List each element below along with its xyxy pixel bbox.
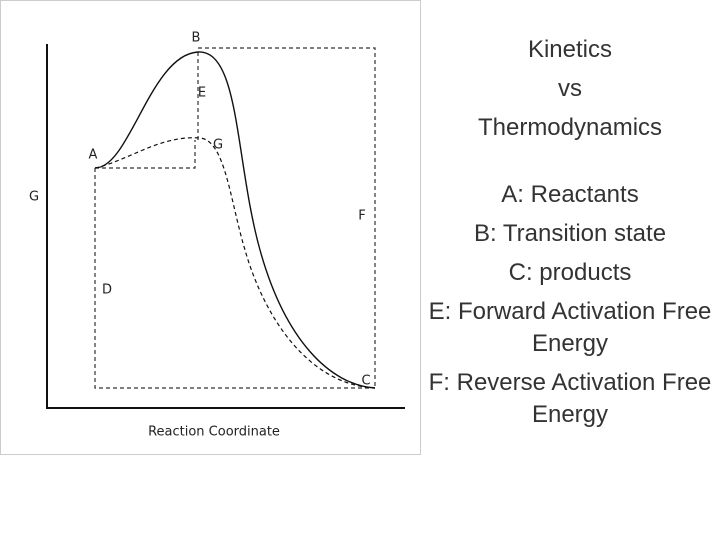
- point-label: E: [198, 86, 206, 101]
- catalyzed-curve: [94, 137, 376, 389]
- diagram: G Reaction Coordinate A B C D E F G: [0, 0, 421, 455]
- guide-lines: [94, 47, 376, 389]
- y-axis-label: G: [29, 190, 39, 205]
- definition: B: Transition state: [473, 220, 667, 247]
- title-line: vs: [558, 75, 582, 102]
- axes: [46, 44, 405, 409]
- x-axis-label: Reaction Coordinate: [148, 425, 280, 440]
- point-label: G: [213, 138, 223, 153]
- title: Kinetics vs Thermodynamics: [425, 30, 715, 147]
- definition: E: Forward Activation Free Energy: [428, 298, 712, 357]
- point-label: A: [89, 148, 98, 163]
- definition: A: Reactants: [501, 181, 639, 208]
- title-line: Thermodynamics: [477, 114, 663, 141]
- uncatalyzed-curve: [94, 51, 376, 389]
- frame: [0, 0, 421, 455]
- definition: C: products: [508, 259, 632, 286]
- title-line: Kinetics: [527, 36, 613, 63]
- point-label: F: [358, 209, 365, 224]
- point-label: C: [361, 374, 370, 389]
- item-list: A: Reactants B: Transition state C: produc…: [425, 179, 715, 431]
- text-block: Kinetics vs Thermodynamics A: Reactants B: …: [425, 30, 715, 438]
- point-label: D: [102, 283, 112, 298]
- definition: F: Reverse Activation Free Energy: [428, 369, 712, 428]
- point-label: B: [192, 31, 201, 46]
